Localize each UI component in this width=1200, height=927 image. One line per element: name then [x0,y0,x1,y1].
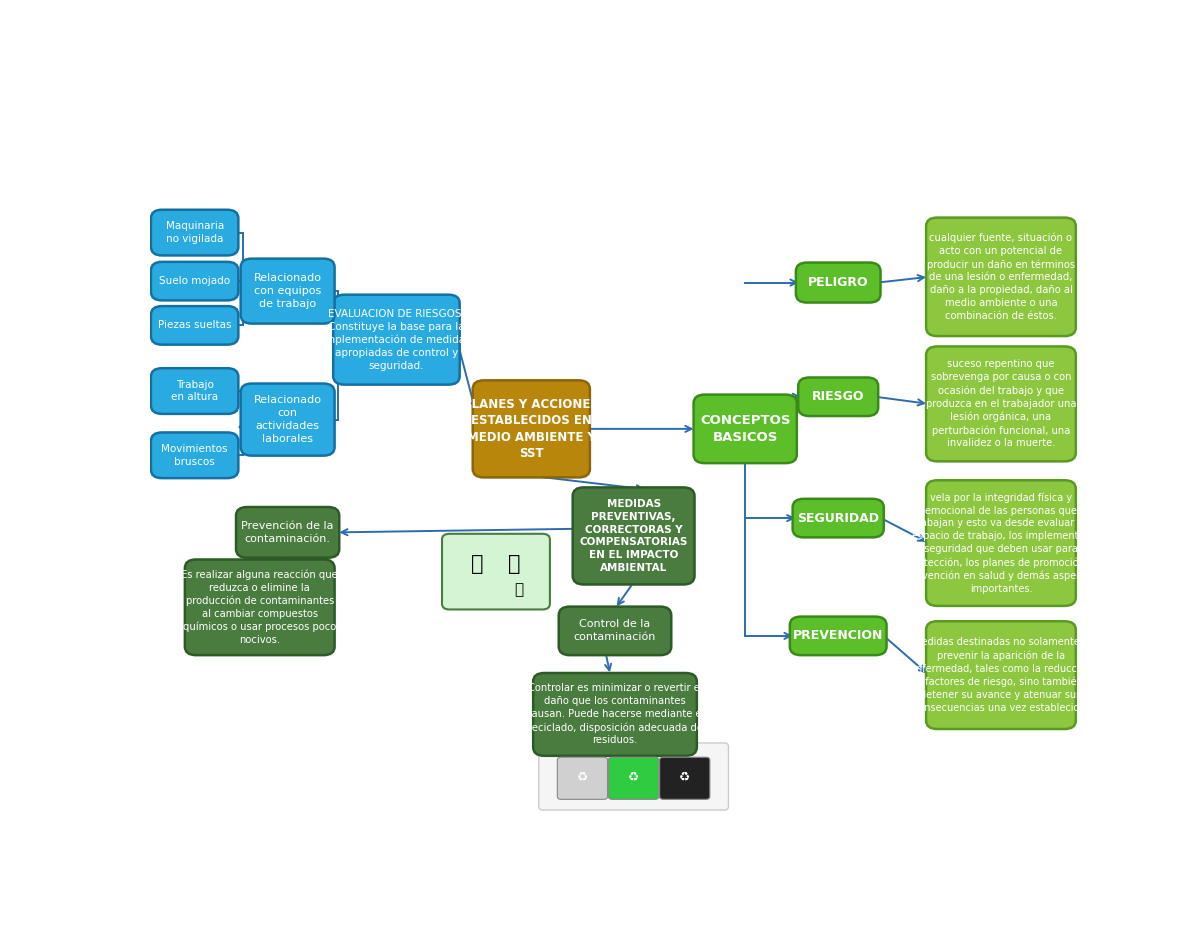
FancyBboxPatch shape [793,499,883,538]
Text: Es realizar alguna reacción que
reduzca o elimine la
producción de contaminantes: Es realizar alguna reacción que reduzca … [181,569,338,645]
FancyBboxPatch shape [473,380,590,477]
FancyBboxPatch shape [185,560,335,655]
Text: Relacionado
con
actividades
laborales: Relacionado con actividades laborales [253,396,322,444]
FancyBboxPatch shape [241,259,335,324]
FancyBboxPatch shape [557,757,607,799]
Text: Suelo mojado: Suelo mojado [160,276,230,286]
FancyBboxPatch shape [151,306,239,345]
Text: EVALUACION DE RIESGOS:
Constituye la base para la
implementación de medidas
apro: EVALUACION DE RIESGOS: Constituye la bas… [322,309,470,371]
Text: CONCEPTOS
BASICOS: CONCEPTOS BASICOS [700,414,791,444]
Text: 💡: 💡 [515,582,523,597]
Text: Maquinaria
no vigilada: Maquinaria no vigilada [166,222,223,244]
FancyBboxPatch shape [926,347,1076,462]
FancyBboxPatch shape [694,395,797,464]
Text: Control de la
contaminación: Control de la contaminación [574,619,656,642]
Text: Piezas sueltas: Piezas sueltas [158,321,232,330]
Text: vela por la integridad física y
emocional de las personas que
trabajan y esto va: vela por la integridad física y emociona… [906,492,1097,594]
Text: MEDIDAS
PREVENTIVAS,
CORRECTORAS Y
COMPENSATORIAS
EN EL IMPACTO
AMBIENTAL: MEDIDAS PREVENTIVAS, CORRECTORAS Y COMPE… [580,499,688,573]
Text: Movimientos
bruscos: Movimientos bruscos [161,444,228,466]
FancyBboxPatch shape [236,507,340,558]
FancyBboxPatch shape [926,621,1076,729]
FancyBboxPatch shape [572,488,695,585]
Text: 🌍: 🌍 [472,554,484,575]
Text: cualquier fuente, situación o
acto con un potencial de
producir un daño en térmi: cualquier fuente, situación o acto con u… [926,233,1075,321]
FancyBboxPatch shape [790,616,887,655]
FancyBboxPatch shape [796,262,881,302]
Text: PREVENCION: PREVENCION [793,629,883,642]
FancyBboxPatch shape [926,480,1076,606]
Text: ♻: ♻ [577,770,588,783]
Text: Relacionado
con equipos
de trabajo: Relacionado con equipos de trabajo [253,273,322,309]
FancyBboxPatch shape [151,210,239,256]
FancyBboxPatch shape [660,757,710,799]
Text: PELIGRO: PELIGRO [808,276,869,289]
Text: suceso repentino que
sobrevenga por causa o con
ocasión del trabajo y que
produz: suceso repentino que sobrevenga por caus… [925,360,1076,449]
FancyBboxPatch shape [241,384,335,456]
Text: PLANES Y ACCIONES
ESTABLECIDOS EN
MEDIO AMBIENTE Y
SST: PLANES Y ACCIONES ESTABLECIDOS EN MEDIO … [463,398,599,460]
FancyBboxPatch shape [151,433,239,478]
Text: SEGURIDAD: SEGURIDAD [797,512,880,525]
Text: ♻: ♻ [679,770,690,783]
FancyBboxPatch shape [559,606,671,655]
Text: Trabajo
en altura: Trabajo en altura [172,380,218,402]
Text: medidas destinadas no solamente a
prevenir la aparición de la
enfermedad, tales : medidas destinadas no solamente a preven… [910,638,1092,713]
Text: RIESGO: RIESGO [812,390,864,403]
FancyBboxPatch shape [539,743,728,810]
FancyBboxPatch shape [798,377,878,416]
FancyBboxPatch shape [608,757,659,799]
Text: Prevención de la
contaminación.: Prevención de la contaminación. [241,521,334,544]
FancyBboxPatch shape [533,673,697,756]
FancyBboxPatch shape [926,218,1076,337]
Text: ♻: ♻ [628,770,640,783]
FancyBboxPatch shape [151,261,239,300]
FancyBboxPatch shape [151,368,239,413]
FancyBboxPatch shape [442,534,550,609]
FancyBboxPatch shape [334,295,460,385]
Text: Controlar es minimizar o revertir el
daño que los contaminantes
causan. Puede ha: Controlar es minimizar o revertir el dañ… [526,683,704,745]
Text: 🌳: 🌳 [509,554,521,575]
